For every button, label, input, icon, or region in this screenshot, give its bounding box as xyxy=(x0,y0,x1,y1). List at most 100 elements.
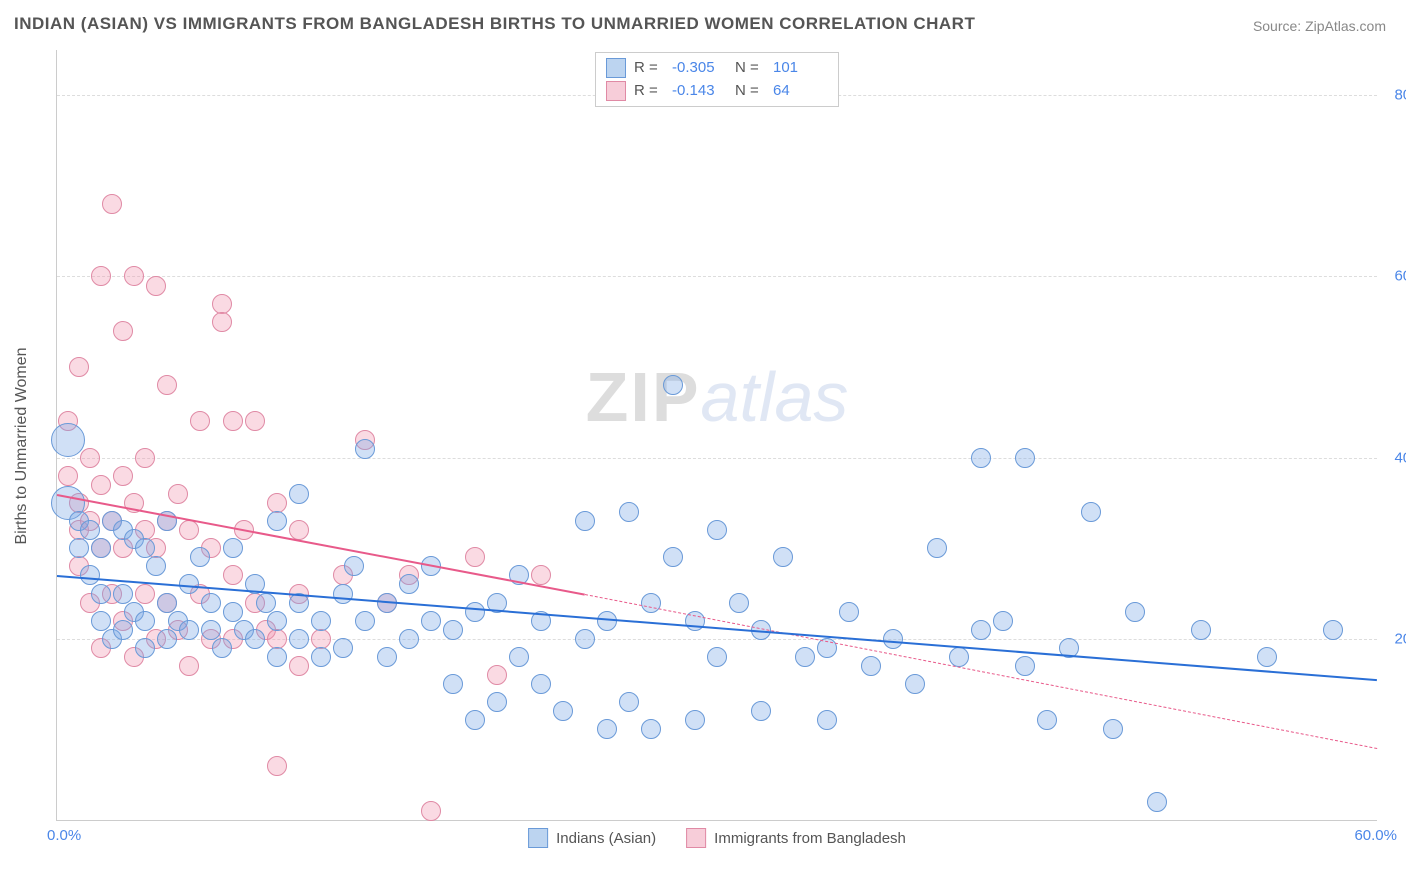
scatter-point xyxy=(212,294,232,314)
scatter-point xyxy=(421,611,441,631)
scatter-point xyxy=(179,656,199,676)
scatter-point xyxy=(190,547,210,567)
scatter-point xyxy=(267,611,287,631)
legend-row-series-0: R = -0.305 N = 101 xyxy=(606,57,828,80)
watermark: ZIPatlas xyxy=(586,357,849,437)
scatter-point xyxy=(212,638,232,658)
scatter-point xyxy=(80,565,100,585)
swatch-series-0 xyxy=(606,58,626,78)
scatter-point xyxy=(685,710,705,730)
scatter-point xyxy=(179,620,199,640)
scatter-point xyxy=(91,266,111,286)
scatter-point xyxy=(1015,448,1035,468)
scatter-point xyxy=(443,620,463,640)
scatter-point xyxy=(377,647,397,667)
scatter-point xyxy=(113,584,133,604)
scatter-point xyxy=(949,647,969,667)
series-legend: Indians (Asian) Immigrants from Banglade… xyxy=(528,828,906,848)
scatter-point xyxy=(113,620,133,640)
scatter-point xyxy=(1147,792,1167,812)
scatter-point xyxy=(1257,647,1277,667)
scatter-point xyxy=(344,556,364,576)
scatter-point xyxy=(355,439,375,459)
scatter-point xyxy=(399,574,419,594)
y-tick-label: 60.0% xyxy=(1394,268,1406,285)
scatter-point xyxy=(267,511,287,531)
scatter-point xyxy=(883,629,903,649)
r-value-0: -0.305 xyxy=(672,57,727,80)
scatter-point xyxy=(223,538,243,558)
series-label-0: Indians (Asian) xyxy=(556,830,656,847)
scatter-point xyxy=(333,638,353,658)
swatch-series-1 xyxy=(606,81,626,101)
scatter-point xyxy=(421,801,441,821)
scatter-point xyxy=(256,593,276,613)
scatter-point xyxy=(201,593,221,613)
scatter-point xyxy=(223,411,243,431)
scatter-point xyxy=(1015,656,1035,676)
scatter-point xyxy=(465,710,485,730)
scatter-point xyxy=(575,629,595,649)
scatter-point xyxy=(157,375,177,395)
scatter-point xyxy=(179,520,199,540)
r-label: R = xyxy=(634,80,664,103)
scatter-point xyxy=(135,584,155,604)
scatter-point xyxy=(245,629,265,649)
scatter-point xyxy=(1191,620,1211,640)
legend-item-series-0: Indians (Asian) xyxy=(528,828,656,848)
scatter-point xyxy=(465,547,485,567)
scatter-point xyxy=(80,520,100,540)
scatter-point xyxy=(1103,719,1123,739)
correlation-legend: R = -0.305 N = 101 R = -0.143 N = 64 xyxy=(595,52,839,107)
n-label: N = xyxy=(735,57,765,80)
scatter-point xyxy=(289,656,309,676)
scatter-point xyxy=(443,674,463,694)
scatter-point xyxy=(91,538,111,558)
scatter-point xyxy=(146,276,166,296)
r-value-1: -0.143 xyxy=(672,80,727,103)
scatter-point xyxy=(223,565,243,585)
scatter-point xyxy=(113,466,133,486)
scatter-point xyxy=(157,593,177,613)
scatter-point xyxy=(1323,620,1343,640)
scatter-point xyxy=(168,484,188,504)
y-tick-label: 40.0% xyxy=(1394,449,1406,466)
scatter-point xyxy=(531,565,551,585)
scatter-point xyxy=(267,647,287,667)
scatter-point xyxy=(487,692,507,712)
scatter-point xyxy=(971,620,991,640)
scatter-point xyxy=(223,602,243,622)
y-tick-label: 80.0% xyxy=(1394,87,1406,104)
scatter-point xyxy=(971,448,991,468)
scatter-point xyxy=(267,493,287,513)
scatter-point xyxy=(267,756,287,776)
chart-plot-area: ZIPatlas R = -0.305 N = 101 R = -0.143 N… xyxy=(56,50,1377,821)
scatter-point xyxy=(135,638,155,658)
n-label: N = xyxy=(735,80,765,103)
scatter-point xyxy=(751,701,771,721)
scatter-point xyxy=(927,538,947,558)
scatter-point xyxy=(707,647,727,667)
scatter-point xyxy=(355,611,375,631)
scatter-point xyxy=(69,357,89,377)
scatter-point xyxy=(531,674,551,694)
scatter-point xyxy=(619,692,639,712)
scatter-point xyxy=(91,475,111,495)
scatter-point xyxy=(91,611,111,631)
gridline xyxy=(57,458,1377,459)
scatter-point xyxy=(91,584,111,604)
scatter-point xyxy=(795,647,815,667)
swatch-series-1 xyxy=(686,828,706,848)
scatter-point xyxy=(135,611,155,631)
scatter-point xyxy=(311,629,331,649)
scatter-point xyxy=(641,593,661,613)
scatter-point xyxy=(289,520,309,540)
swatch-series-0 xyxy=(528,828,548,848)
scatter-point xyxy=(1125,602,1145,622)
scatter-point xyxy=(993,611,1013,631)
watermark-part1: ZIP xyxy=(586,358,701,436)
scatter-point xyxy=(575,511,595,531)
legend-item-series-1: Immigrants from Bangladesh xyxy=(686,828,906,848)
scatter-point xyxy=(69,538,89,558)
scatter-point xyxy=(245,411,265,431)
